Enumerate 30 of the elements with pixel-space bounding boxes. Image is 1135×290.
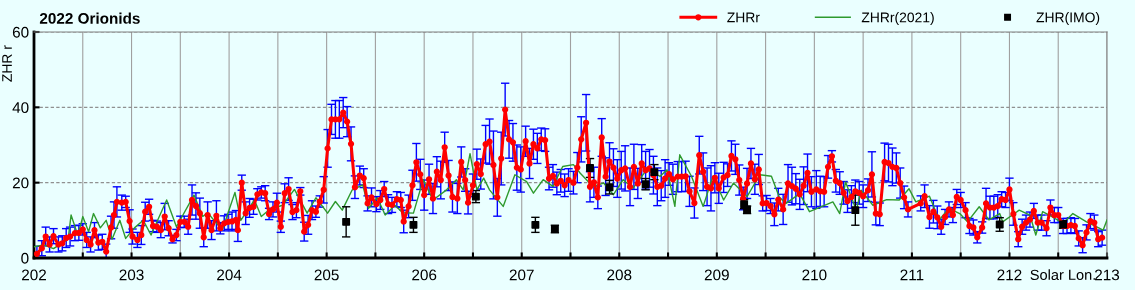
y-tick-label: 0 xyxy=(21,252,29,264)
x-tick-label: 202 xyxy=(22,269,46,281)
line-series xyxy=(34,152,1107,250)
x-tick-label: 209 xyxy=(704,269,729,281)
y-tick-label: 40 xyxy=(12,102,29,114)
chart-title: 2022 Orionids xyxy=(39,12,140,24)
y-tick-label: 20 xyxy=(12,177,29,189)
point xyxy=(531,220,540,229)
x-tick-label: 212 xyxy=(997,269,1022,281)
x-tick-label: 206 xyxy=(412,269,437,281)
point xyxy=(650,168,659,177)
y-tick-label: 60 xyxy=(12,26,29,38)
x-axis-title: Solar Lon. xyxy=(1030,269,1095,281)
x-tick-label: 211 xyxy=(900,269,924,281)
point xyxy=(409,220,418,229)
y-axis-title: ZHR r xyxy=(2,45,12,82)
x-tick-label: 210 xyxy=(802,269,827,281)
x-tick-label: 208 xyxy=(607,269,632,281)
point xyxy=(851,206,860,215)
x-tick-label: 207 xyxy=(509,269,534,281)
x-tick-label: 204 xyxy=(217,269,242,281)
legend-label: ZHR(IMO) xyxy=(1036,12,1100,26)
legend-label: ZHRr xyxy=(727,12,760,23)
point xyxy=(586,164,594,172)
point xyxy=(342,217,351,226)
point xyxy=(605,183,614,192)
x-tick-label: 213 xyxy=(1095,269,1120,281)
x-tick-label: 205 xyxy=(314,269,339,281)
legend-label: ZHRr(2021) xyxy=(861,12,934,26)
x-tick-label: 203 xyxy=(119,269,144,281)
